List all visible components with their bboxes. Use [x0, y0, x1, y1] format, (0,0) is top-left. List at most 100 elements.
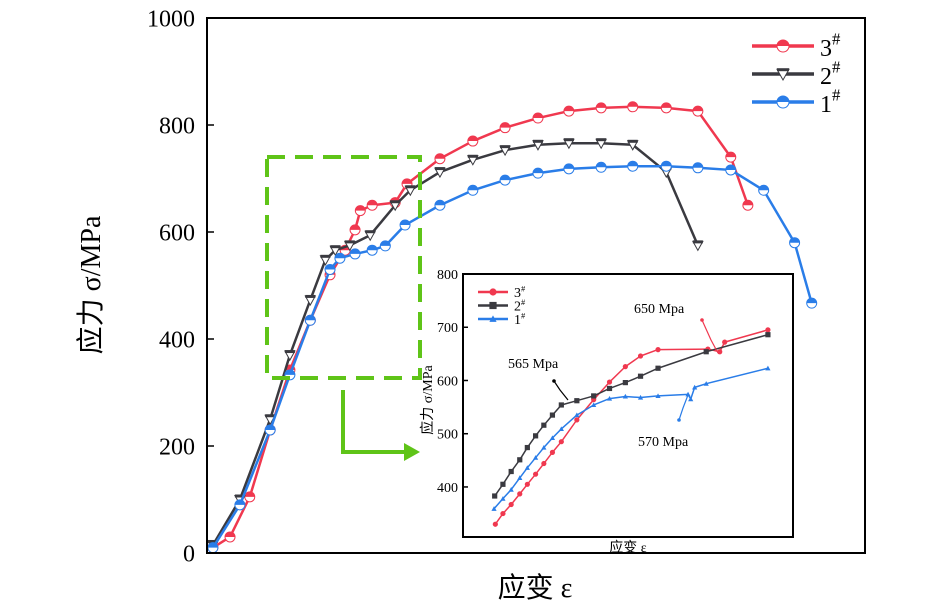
- data-point-fill: [777, 68, 789, 72]
- data-point-fill: [225, 531, 236, 537]
- data-point-fill: [627, 161, 638, 167]
- data-point-fill: [207, 539, 218, 543]
- data-point: [549, 412, 556, 418]
- data-point: [692, 384, 698, 390]
- data-point: [574, 398, 580, 404]
- y-tick-label: 600: [437, 374, 458, 389]
- data-point-fill: [563, 163, 574, 169]
- data-point: [541, 444, 547, 450]
- data-point-fill: [532, 168, 543, 174]
- data-point: [558, 426, 564, 432]
- data-point: [574, 417, 580, 423]
- data-point-fill: [661, 102, 672, 108]
- data-point-fill: [344, 240, 355, 244]
- data-point: [637, 373, 644, 379]
- data-point: [500, 496, 506, 501]
- data-point-fill: [305, 294, 316, 298]
- data-point: [489, 315, 497, 322]
- data-point-fill: [627, 101, 638, 107]
- data-point-fill: [265, 424, 276, 430]
- y-tick-label: 800: [437, 268, 458, 283]
- data-point-fill: [692, 240, 703, 244]
- data-point-fill: [563, 138, 574, 142]
- zoom-arrow: [341, 390, 408, 454]
- data-point: [508, 487, 514, 492]
- data-point-fill: [692, 162, 703, 168]
- data-point: [533, 455, 539, 460]
- data-point-fill: [500, 122, 511, 128]
- data-point: [606, 395, 613, 401]
- inset-y-axis-label: 应力 σ/MPa: [419, 365, 436, 435]
- y-tick-label: 400: [437, 481, 458, 496]
- data-point-fill: [789, 237, 800, 243]
- data-point-fill: [234, 494, 245, 498]
- annotation-label: 570 Mpa: [638, 435, 689, 450]
- annotation-arrow: [553, 380, 569, 401]
- data-point: [606, 379, 613, 385]
- series-1: [207, 160, 818, 554]
- data-point: [524, 465, 530, 470]
- data-point: [622, 393, 628, 399]
- data-point: [558, 402, 564, 408]
- data-point-fill: [500, 145, 511, 149]
- data-point-fill: [758, 185, 769, 191]
- data-point: [500, 481, 506, 487]
- data-point: [517, 475, 523, 480]
- data-point: [549, 449, 556, 455]
- data-point-fill: [305, 315, 316, 321]
- series-line-3: [212, 105, 750, 549]
- data-point: [492, 493, 498, 499]
- legend-sup: #: [521, 311, 526, 320]
- data-point: [637, 353, 644, 359]
- inset-x-axis-label: 应变 ε: [609, 539, 646, 556]
- data-point-fill: [467, 185, 478, 191]
- data-point-fill: [434, 153, 445, 159]
- main-x-axis-label: 应变 ε: [498, 572, 573, 604]
- data-point-fill: [627, 139, 638, 143]
- annotation-label: 650 Mpa: [634, 302, 685, 317]
- data-point: [500, 510, 506, 517]
- legend-sup: #: [521, 298, 526, 307]
- data-point: [722, 339, 728, 345]
- series-line-2: [211, 141, 700, 546]
- zoom-arrowhead: [404, 443, 420, 461]
- y-tick-label: 500: [437, 428, 458, 443]
- data-point-fill: [467, 136, 478, 142]
- series-3: [492, 327, 771, 527]
- data-point-fill: [532, 139, 543, 143]
- legend-sup: #: [832, 86, 841, 105]
- data-point: [655, 393, 661, 398]
- data-point-fill: [777, 96, 789, 102]
- data-point-fill: [244, 491, 255, 497]
- data-point-fill: [725, 152, 736, 158]
- data-point: [489, 301, 497, 310]
- data-point: [765, 332, 771, 338]
- data-point-fill: [400, 220, 411, 226]
- data-point-fill: [350, 248, 361, 254]
- legend-sup: #: [832, 30, 841, 49]
- plot-frame: [206, 17, 866, 554]
- data-point-fill: [563, 106, 574, 112]
- data-point: [703, 381, 709, 386]
- data-point: [541, 460, 547, 467]
- series-3: [207, 101, 754, 554]
- data-point-fill: [596, 162, 607, 168]
- data-point: [591, 402, 597, 408]
- data-point-fill: [207, 542, 218, 548]
- data-point-fill: [330, 245, 341, 249]
- data-point: [637, 394, 644, 400]
- y-tick-label: 400: [159, 327, 195, 353]
- data-point: [558, 439, 564, 445]
- y-tick-label: 200: [159, 434, 195, 460]
- data-point-fill: [355, 205, 366, 211]
- y-tick-label: 700: [437, 321, 458, 336]
- y-tick-label: 1000: [147, 6, 195, 32]
- legend-sup: #: [521, 284, 526, 293]
- data-point: [685, 391, 691, 397]
- data-point: [517, 491, 523, 497]
- data-point-fill: [402, 178, 413, 184]
- data-point: [508, 501, 514, 508]
- annotation-arrowhead: [677, 418, 681, 422]
- data-point: [517, 457, 523, 463]
- series-2: [207, 138, 704, 552]
